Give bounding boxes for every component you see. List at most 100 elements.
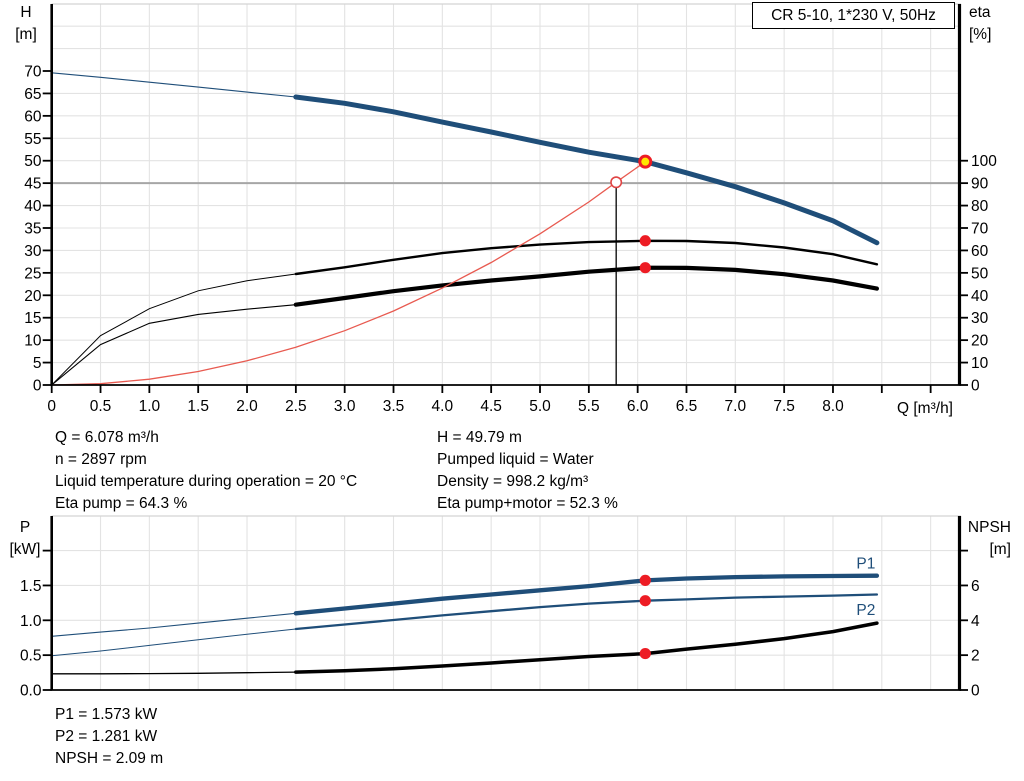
x-axis-tick-label: 1.5 [187,398,209,415]
left-axis-tick-label: 5 [33,355,42,372]
head-axis-symbol: H [20,4,32,21]
eta-pump-curve [294,239,879,276]
x-axis-tick-label: 5.0 [529,398,551,415]
eta-axis-unit: [%] [969,26,992,43]
info-npsh: NPSH = 2.09 m [55,750,164,767]
system-curve-curve [51,161,646,386]
left-axis-tick-label: 30 [24,243,42,260]
duty-point-marker [638,154,653,169]
NPSH-curve [294,621,879,674]
x-axis-tick-label: 7.5 [773,398,795,415]
operating-point-dot [639,574,651,586]
head-curve-thin [51,72,296,98]
left-axis-tick-label: 0 [33,378,42,395]
power-axis-symbol: P [19,519,31,536]
x-axis-tick-label: 8.0 [822,398,844,415]
right-axis-tick-label: 0 [971,683,980,700]
duty-info-left: Q = 6.078 m³/h n = 2897 rpm Liquid tempe… [55,427,357,515]
P1-curve [293,573,880,616]
P2-curve-thin [51,628,296,657]
left-axis-tick-label: 25 [24,265,41,282]
left-axis-tick-label: 50 [24,153,42,170]
right-axis-tick-label: 50 [971,265,989,282]
x-axis-tick-label: 0 [47,398,56,415]
operating-point-dot [639,647,651,660]
left-axis-tick-label: 1.0 [20,613,42,630]
power-info: P1 = 1.573 kW P2 = 1.281 kW NPSH = 2.09 … [55,704,163,770]
right-axis-tick-label: 90 [971,176,989,193]
info-density: Density = 998.2 kg/m³ [437,473,589,490]
left-axis-tick-label: 65 [24,86,41,103]
right-axis-tick-label: 80 [971,198,989,215]
curve-label-P2: P2 [856,602,875,619]
curve-label-P1: P1 [856,556,875,573]
left-axis-tick-label: 10 [24,333,42,350]
NPSH-curve-thin [51,671,296,675]
right-axis-tick-label: 4 [971,613,980,630]
x-axis-tick-label: 3.0 [334,398,356,415]
x-axis-tick-label: 4.5 [480,398,502,415]
left-axis-tick-label: 40 [24,198,42,215]
x-axis-tick-label: 1.0 [139,398,161,415]
right-axis-tick-label: 2 [971,648,980,665]
head-curve [293,94,880,246]
eta-axis-title: eta [%] [969,2,1019,46]
eta-pump-motor-curve-thin [51,304,296,386]
left-axis-tick-label: 45 [24,176,41,193]
x-axis-tick-label: 2.5 [285,398,307,415]
info-flow: Q = 6.078 m³/h [55,429,159,446]
eta-axis-symbol: eta [969,4,991,21]
right-axis-tick-label: 20 [971,333,989,350]
flow-axis-title: Q [m³/h] [897,400,953,417]
info-liquid-temperature: Liquid temperature during operation = 20… [55,473,358,490]
right-axis-tick-label: 40 [971,288,989,305]
operating-point-dot [639,262,651,274]
x-axis-tick-label: 4.0 [432,398,454,415]
power-axis-title: P [kW] [4,517,46,561]
x-axis-tick-label: 2.0 [236,398,258,415]
info-speed: n = 2897 rpm [55,451,147,468]
left-axis-tick-label: 20 [24,288,42,305]
right-axis-tick-label: 60 [971,243,989,260]
left-axis-tick-label: 0.0 [20,683,42,700]
x-axis-tick-label: 6.0 [627,398,649,415]
left-axis-tick-label: 1.5 [20,578,42,595]
info-head: H = 49.79 m [437,429,522,446]
left-axis-tick-label: 35 [24,221,41,238]
pump-model-badge: CR 5-10, 1*230 V, 50Hz [752,2,955,29]
info-eta-pump: Eta pump = 64.3 % [55,495,188,512]
right-axis-tick-label: 10 [971,355,989,372]
reference-point-marker [610,176,623,189]
right-axis-tick-label: 0 [971,378,980,395]
left-axis-tick-label: 60 [24,108,42,125]
right-axis-tick-label: 70 [971,221,989,238]
head-axis-unit: [m] [15,26,37,43]
left-axis-tick-label: 0.5 [20,648,42,665]
right-axis-tick-label: 100 [971,153,997,170]
info-eta-pump-motor: Eta pump+motor = 52.3 % [437,495,618,512]
info-p2: P2 = 1.281 kW [55,728,158,745]
npsh-axis-symbol: NPSH [967,519,1011,536]
power-axis-unit: [kW] [9,541,41,558]
x-axis-tick-label: 7.0 [725,398,747,415]
P2-curve [294,593,879,631]
x-axis-tick-label: 3.5 [383,398,405,415]
info-pumped-liquid: Pumped liquid = Water [437,451,594,468]
head-axis-title: H [m] [6,2,46,46]
P1-curve-thin [51,612,296,637]
x-axis-tick-label: 5.5 [578,398,600,415]
eta-pump-motor-curve [293,265,880,307]
eta-pump-curve-thin [51,273,296,386]
duty-info-right: H = 49.79 m Pumped liquid = Water Densit… [437,427,618,515]
right-axis-tick-label: 6 [971,578,980,595]
left-axis-tick-label: 15 [24,310,41,327]
npsh-axis-title: NPSH [m] [953,517,1011,561]
right-axis-tick-label: 30 [971,310,989,327]
operating-point-dot [639,235,651,247]
npsh-axis-unit: [m] [989,541,1011,558]
x-axis-tick-label: 6.5 [676,398,698,415]
left-axis-tick-label: 55 [24,131,41,148]
x-axis-tick-label: 0.5 [90,398,112,415]
